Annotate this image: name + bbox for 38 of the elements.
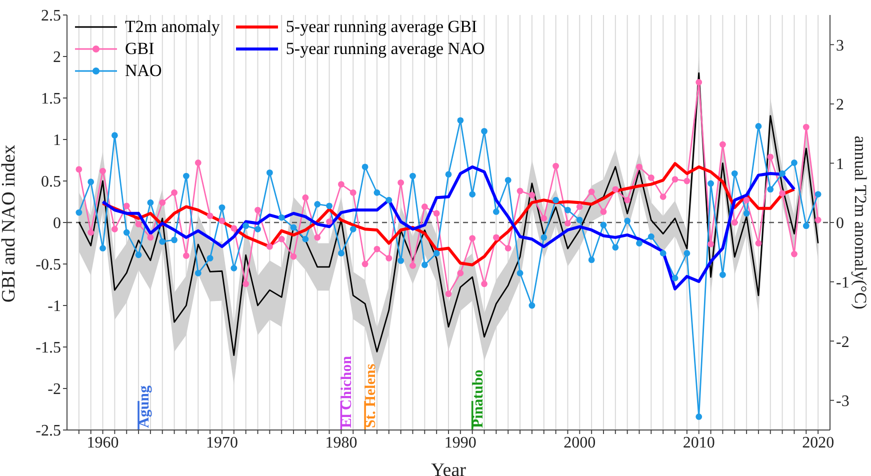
x-tick-label: 1980 xyxy=(325,434,358,452)
y-tick-label: -2.5 xyxy=(36,422,61,440)
x-tick-label: 2000 xyxy=(564,434,596,452)
y2-tick-label: 3 xyxy=(836,37,844,54)
legend-label: T2m anomaly xyxy=(125,17,220,37)
y-tick-label: 2.5 xyxy=(41,8,61,25)
y-tick-label: -0.5 xyxy=(36,256,61,274)
legend-label: 5-year running average GBI xyxy=(286,17,478,37)
y-tick-label: 0.5 xyxy=(41,174,61,191)
ref-line-label: Agung xyxy=(136,384,153,428)
x-tick-label: 1960 xyxy=(86,434,119,452)
y2-tick-label: 0 xyxy=(836,215,844,232)
x-axis-title: Year xyxy=(430,460,467,476)
y2-tick-label: -2 xyxy=(836,334,850,351)
y2-tick-label: -3 xyxy=(836,393,850,410)
y-tick-label: 1.5 xyxy=(41,90,61,108)
x-tick-label: 1970 xyxy=(206,434,238,452)
x-tick-label: 2020 xyxy=(802,434,834,452)
legend-label: NAO xyxy=(125,61,162,81)
y-tick-label: -1.5 xyxy=(36,340,61,357)
y-axis-title: GBI and NAO index xyxy=(0,144,20,302)
y2-tick-label: -1 xyxy=(836,274,850,292)
y-tick-label: 0 xyxy=(53,215,61,232)
line-series xyxy=(101,162,796,266)
y-tick-label: -1 xyxy=(48,298,61,316)
line-series xyxy=(101,165,796,290)
y-tick-label: -2 xyxy=(48,381,61,398)
y2-tick-label: 2 xyxy=(836,96,844,114)
legend-label: GBI xyxy=(125,39,154,59)
y2-tick-label: 1 xyxy=(836,156,844,173)
y-tick-label: 2 xyxy=(53,49,61,66)
legend-label: 5-year running average NAO xyxy=(286,39,485,59)
y-tick-label: 1 xyxy=(53,132,61,150)
ref-line-label: Pinatubo xyxy=(470,370,486,428)
x-tick-label: 2010 xyxy=(682,434,715,452)
y2-axis-title: annual T2m anomaly(°C) xyxy=(851,136,870,310)
x-tick-label: 1990 xyxy=(444,434,476,452)
ref-line-label: St. Helens xyxy=(363,364,380,428)
